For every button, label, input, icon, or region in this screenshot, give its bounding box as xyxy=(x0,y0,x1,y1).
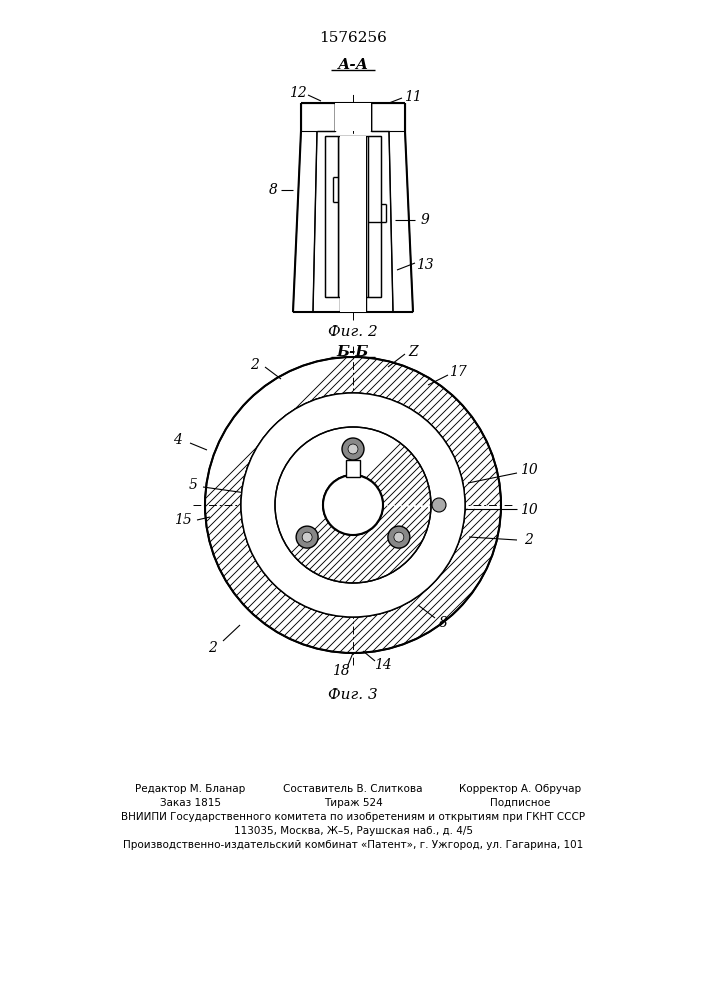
Circle shape xyxy=(323,475,383,535)
Text: 113035, Москва, Ж–5, Раушская наб., д. 4/5: 113035, Москва, Ж–5, Раушская наб., д. 4… xyxy=(233,826,472,836)
Circle shape xyxy=(323,475,383,535)
Text: 10: 10 xyxy=(520,463,538,477)
Text: Фиг. 3: Фиг. 3 xyxy=(328,688,378,702)
Circle shape xyxy=(342,438,364,460)
Text: 2: 2 xyxy=(250,358,259,372)
Text: 11: 11 xyxy=(404,90,422,104)
Polygon shape xyxy=(340,136,366,312)
Text: ВНИИПИ Государственного комитета по изобретениям и открытиям при ГКНТ СССР: ВНИИПИ Государственного комитета по изоб… xyxy=(121,812,585,822)
Circle shape xyxy=(348,444,358,454)
Text: 15: 15 xyxy=(174,513,192,527)
Text: 2: 2 xyxy=(209,641,218,655)
Polygon shape xyxy=(371,103,405,131)
Polygon shape xyxy=(325,136,338,297)
Text: Фиг. 2: Фиг. 2 xyxy=(328,325,378,339)
Text: 8: 8 xyxy=(438,616,448,630)
Circle shape xyxy=(205,357,501,653)
Polygon shape xyxy=(335,103,371,131)
Circle shape xyxy=(275,427,431,583)
Text: 10: 10 xyxy=(520,503,538,517)
Text: А-А: А-А xyxy=(337,58,368,72)
Circle shape xyxy=(296,526,318,548)
Text: 14: 14 xyxy=(374,658,392,672)
Text: 9: 9 xyxy=(421,213,429,227)
Polygon shape xyxy=(389,131,413,312)
Text: Подписное: Подписное xyxy=(490,798,550,808)
Text: Тираж 524: Тираж 524 xyxy=(324,798,382,808)
Text: Производственно-издательский комбинат «Патент», г. Ужгород, ул. Гагарина, 101: Производственно-издательский комбинат «П… xyxy=(123,840,583,850)
Polygon shape xyxy=(301,103,335,131)
Polygon shape xyxy=(346,460,360,477)
Polygon shape xyxy=(368,136,381,297)
Text: 8: 8 xyxy=(269,183,277,197)
Text: Редактор М. Бланар: Редактор М. Бланар xyxy=(135,784,245,794)
Circle shape xyxy=(432,498,446,512)
Text: Б-Б: Б-Б xyxy=(337,345,369,359)
Text: 18: 18 xyxy=(332,664,350,678)
Text: Z: Z xyxy=(408,345,418,359)
Circle shape xyxy=(323,475,383,535)
Text: 13: 13 xyxy=(416,258,434,272)
Text: 17: 17 xyxy=(449,365,467,379)
Text: Составитель В. Слиткова: Составитель В. Слиткова xyxy=(284,784,423,794)
Text: 12: 12 xyxy=(289,86,307,100)
Circle shape xyxy=(388,526,410,548)
Circle shape xyxy=(241,393,465,617)
Circle shape xyxy=(241,393,465,617)
Polygon shape xyxy=(293,131,317,312)
Text: Заказ 1815: Заказ 1815 xyxy=(160,798,221,808)
Text: 5: 5 xyxy=(189,478,197,492)
Text: 1576256: 1576256 xyxy=(319,31,387,45)
Circle shape xyxy=(302,532,312,542)
Text: Корректор А. Обручар: Корректор А. Обручар xyxy=(459,784,581,794)
Circle shape xyxy=(394,532,404,542)
Text: 2: 2 xyxy=(525,533,534,547)
Text: 4: 4 xyxy=(173,433,182,447)
